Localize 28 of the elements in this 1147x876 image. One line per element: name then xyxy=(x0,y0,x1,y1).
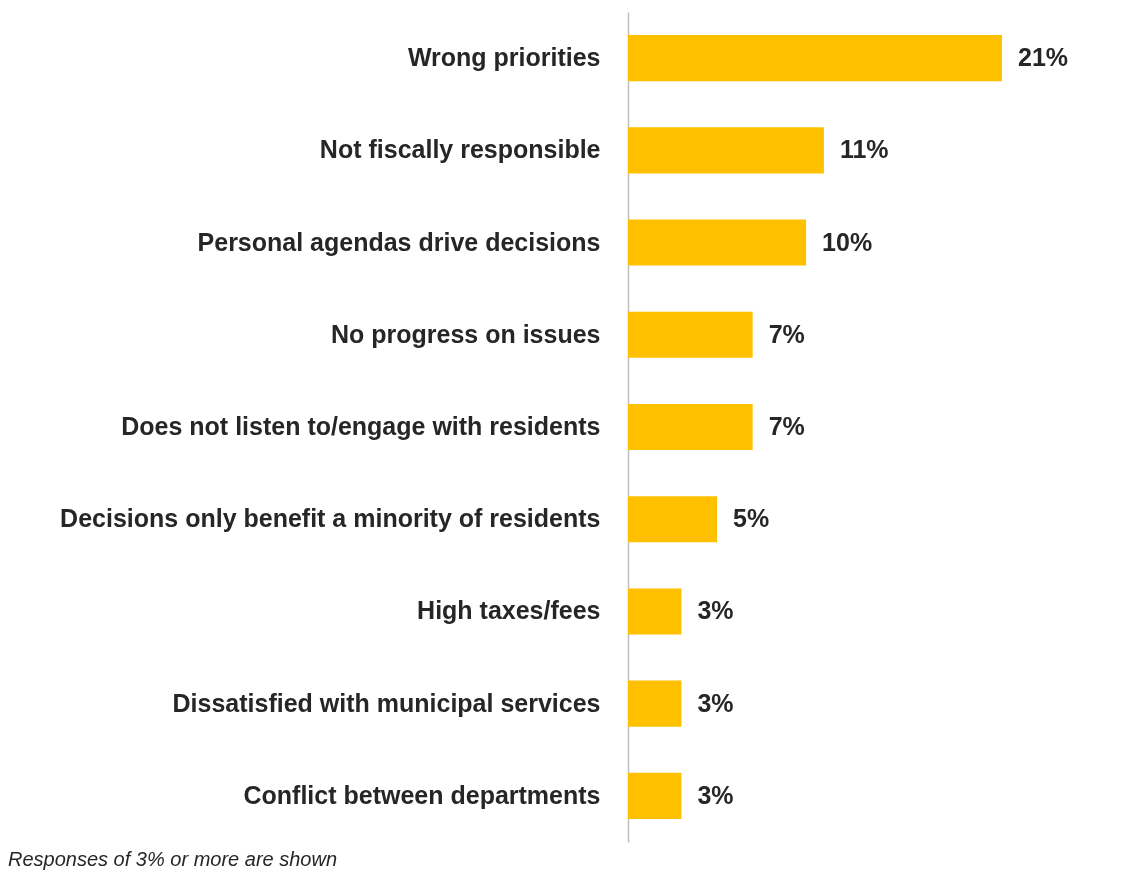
bar xyxy=(628,772,682,819)
bar xyxy=(628,127,824,174)
data-label: 21% xyxy=(1018,43,1069,72)
y-tick-label: Decisions only benefit a minority of residents xyxy=(60,504,601,533)
data-label: 7% xyxy=(768,319,805,348)
data-label: 5% xyxy=(733,504,770,533)
data-label: 3% xyxy=(697,780,734,809)
bar xyxy=(628,219,807,266)
bar xyxy=(628,588,682,635)
bar xyxy=(628,680,682,727)
bar xyxy=(628,403,753,451)
y-tick-label: Does not listen to/engage with residents xyxy=(121,412,601,440)
y-tick-label: Conflict between departments xyxy=(243,780,601,809)
data-label: 3% xyxy=(697,688,734,717)
y-tick-label: Personal agendas drive decisions xyxy=(197,227,601,256)
data-label: 3% xyxy=(697,596,734,625)
bar xyxy=(628,35,1002,82)
y-tick-label: No progress on issues xyxy=(330,319,601,348)
bar xyxy=(628,496,718,543)
y-tick-label: Wrong priorities xyxy=(407,43,601,72)
data-label: 10% xyxy=(822,227,873,256)
y-tick-label: Not fiscally responsible xyxy=(319,135,601,164)
data-label: 7% xyxy=(768,412,805,440)
y-tick-label: Dissatisfied with municipal services xyxy=(172,688,601,717)
text: Responses of 3% or more are shown xyxy=(8,848,338,870)
data-label: 11% xyxy=(839,135,889,164)
y-tick-label: High taxes/fees xyxy=(417,596,601,625)
bar xyxy=(628,311,753,358)
